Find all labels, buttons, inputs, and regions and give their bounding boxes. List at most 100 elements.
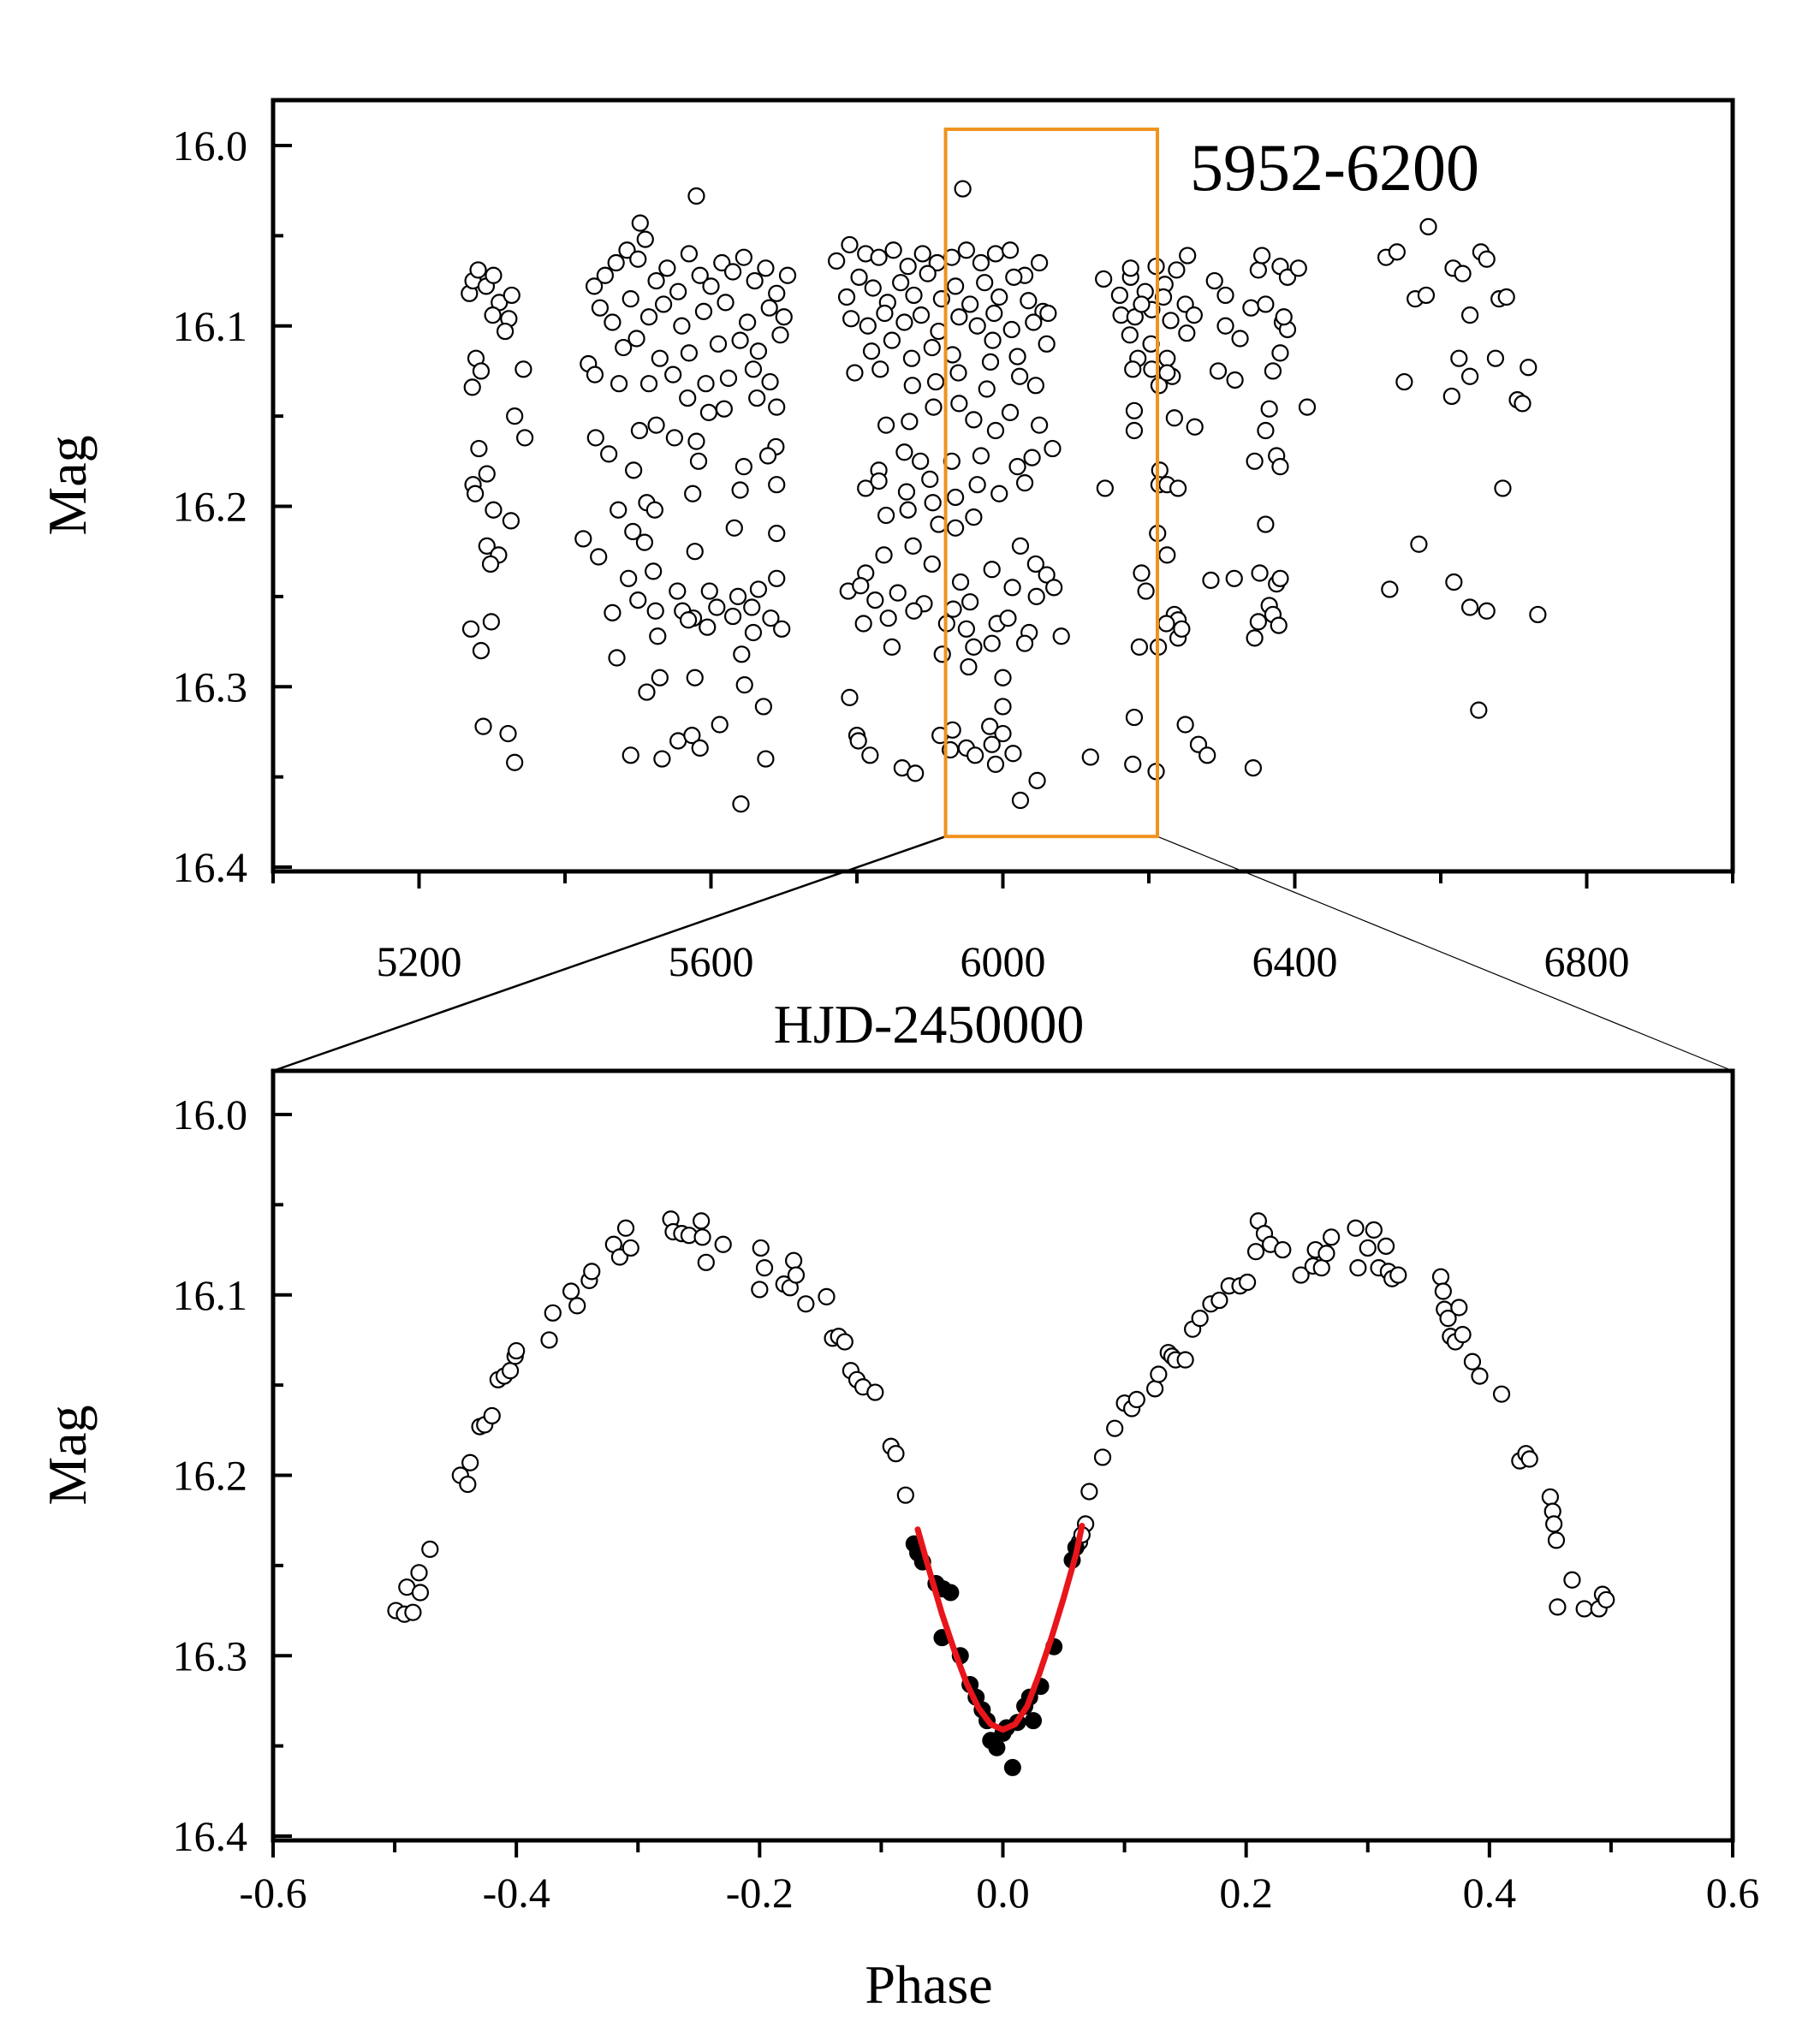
data-point (484, 306, 502, 324)
data-point (926, 372, 945, 391)
data-point (757, 259, 775, 277)
data-point (907, 764, 925, 782)
data-point (1169, 479, 1187, 497)
data-point (912, 306, 931, 324)
x-tick-label: 0.4 (1463, 1869, 1517, 1917)
data-point (627, 330, 645, 348)
data-point (483, 1406, 501, 1425)
y-tick-label: 16.2 (173, 1452, 248, 1500)
data-point (502, 512, 520, 530)
minimum-point (1025, 1712, 1043, 1730)
data-point (1168, 261, 1186, 279)
data-point (1597, 1590, 1615, 1609)
data-point (514, 360, 532, 378)
data-point (861, 746, 879, 764)
data-point (923, 338, 941, 357)
data-point (1253, 247, 1271, 265)
data-point (1226, 371, 1244, 389)
y-tick-label: 16.0 (173, 1091, 248, 1138)
data-point (654, 295, 673, 313)
data-point (744, 623, 763, 642)
data-point (751, 1281, 769, 1299)
data-point (618, 241, 636, 259)
data-point (981, 717, 999, 735)
x-tick-label: -0.2 (726, 1869, 794, 1917)
data-point (859, 317, 877, 335)
data-point (1127, 1390, 1145, 1409)
data-point (1244, 758, 1263, 777)
data-point (679, 611, 698, 629)
data-point (1031, 253, 1049, 272)
data-point (1176, 1351, 1194, 1369)
data-point (889, 584, 907, 602)
data-point (994, 669, 1012, 687)
data-point (1377, 1237, 1395, 1255)
data-point (1381, 580, 1399, 598)
y-tick-label: 16.2 (173, 483, 248, 531)
data-point (499, 724, 517, 743)
data-point (686, 669, 704, 687)
data-point (1008, 458, 1026, 476)
data-point (1151, 461, 1169, 479)
data-point (797, 1295, 815, 1313)
data-point (1450, 349, 1468, 367)
data-point (905, 602, 923, 620)
x-axis-title-bottom: Phase (865, 1954, 992, 2015)
data-point (610, 375, 628, 393)
data-point (1202, 571, 1220, 590)
data-point (771, 326, 789, 344)
data-point (1121, 326, 1139, 344)
data-point (607, 253, 625, 272)
highlight-label: 5952-6200 (1190, 130, 1479, 205)
data-point (478, 537, 496, 555)
data-point (404, 1603, 422, 1621)
data-point (610, 501, 627, 519)
data-point (474, 717, 492, 735)
data-point (1178, 324, 1196, 342)
data-point (1001, 403, 1020, 422)
data-point (1460, 306, 1479, 324)
data-point (1133, 295, 1151, 313)
data-point (1492, 1385, 1511, 1403)
data-point (689, 452, 708, 470)
data-point (470, 439, 488, 458)
data-point (735, 458, 752, 476)
data-point (1209, 362, 1228, 380)
data-point (897, 483, 916, 501)
x-axis-title-top: HJD-2450000 (774, 994, 1085, 1055)
y-axis-ticks-bottom: 16.0 16.1 16.2 16.3 16.4 (173, 1091, 292, 1860)
data-point (647, 416, 665, 434)
data-point (905, 286, 923, 305)
data-point (1323, 1228, 1341, 1246)
y-tick-label: 16.1 (173, 1271, 248, 1319)
data-point (1225, 569, 1243, 587)
data-point (1249, 261, 1267, 279)
data-point (669, 582, 687, 600)
data-point (1198, 746, 1216, 764)
y-tick-label: 16.1 (173, 302, 248, 350)
data-point (463, 378, 481, 396)
data-point (1271, 344, 1289, 362)
data-point (954, 180, 972, 198)
fit-curve (914, 1523, 1085, 1733)
data-point (895, 443, 913, 461)
data-point (1185, 306, 1203, 324)
data-point (686, 543, 704, 561)
data-point (1520, 1450, 1538, 1468)
data-point (739, 313, 757, 331)
data-point (620, 569, 638, 587)
y-tick-label: 16.0 (173, 122, 248, 169)
data-point (841, 688, 859, 706)
data-point (1470, 701, 1488, 719)
data-point (1110, 286, 1129, 305)
data-point (870, 248, 888, 266)
data-point (1460, 598, 1479, 616)
data-point (746, 271, 764, 290)
data-point (665, 429, 683, 447)
data-point (1549, 1598, 1567, 1616)
data-point (768, 525, 786, 543)
data-point (778, 266, 797, 284)
data-point (986, 245, 1005, 263)
data-point (1431, 1268, 1450, 1286)
data-point (978, 380, 996, 398)
